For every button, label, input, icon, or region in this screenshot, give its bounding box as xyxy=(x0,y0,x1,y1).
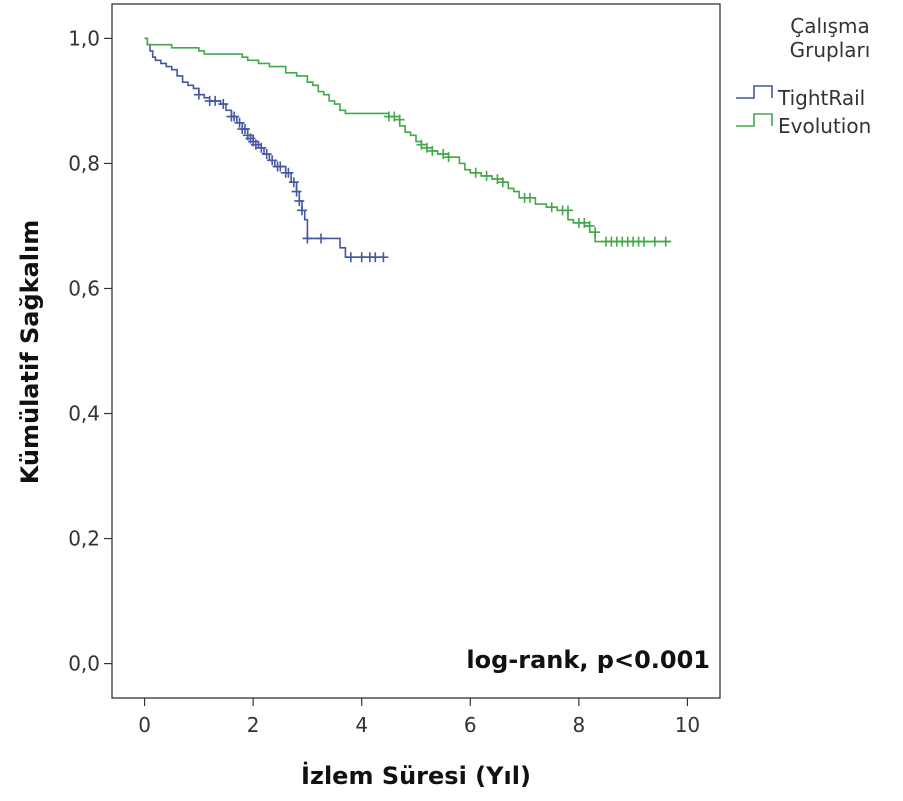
y-tick-label: 0,2 xyxy=(68,527,100,551)
censor-mark xyxy=(218,99,229,110)
censor-mark xyxy=(210,95,221,106)
censor-mark xyxy=(378,252,389,263)
y-tick-label: 0,6 xyxy=(68,276,100,300)
censor-mark xyxy=(481,170,492,181)
series-layer xyxy=(144,37,672,263)
censor-mark xyxy=(283,167,294,178)
censor-mark xyxy=(492,174,503,185)
censor-mark xyxy=(649,236,660,247)
plot-frame xyxy=(111,3,721,699)
series-evolution xyxy=(144,37,672,247)
legend-item-evolution: Evolution xyxy=(736,113,871,138)
x-tick-label: 2 xyxy=(247,713,260,737)
censor-mark xyxy=(250,139,261,150)
censor-mark xyxy=(256,142,267,153)
legend: Çalışma Grupları TightRail Evolution xyxy=(736,14,871,138)
censor-mark xyxy=(470,167,481,178)
censor-mark xyxy=(234,117,245,128)
y-tick-label: 0,0 xyxy=(68,652,100,676)
censor-mark xyxy=(525,192,535,203)
censor-mark xyxy=(229,111,240,122)
legend-swatch xyxy=(736,85,773,99)
censor-mark xyxy=(267,155,278,166)
x-tick-label: 4 xyxy=(355,713,368,737)
x-tick-label: 8 xyxy=(572,713,585,737)
legend-label: Evolution xyxy=(778,114,871,138)
censor-mark xyxy=(302,233,313,244)
legend-items: TightRail Evolution xyxy=(736,85,871,138)
censor-mark xyxy=(297,205,307,216)
censor-mark xyxy=(546,202,557,213)
x-tick-label: 6 xyxy=(464,713,477,737)
censor-mark xyxy=(394,114,405,125)
censor-mark xyxy=(427,145,438,156)
censor-mark xyxy=(443,152,454,163)
censor-mark xyxy=(416,139,427,150)
y-tick-label: 0,4 xyxy=(68,402,100,426)
y-tick-label: 1,0 xyxy=(68,26,100,50)
censor-mark xyxy=(345,252,356,263)
censor-mark xyxy=(438,149,449,160)
censor-mark xyxy=(590,227,601,238)
y-axis-title: Kümülatif Sağkalım xyxy=(16,220,44,485)
x-axis-title: İzlem Süresi (Yıl) xyxy=(301,761,531,790)
x-tick-label: 0 xyxy=(138,713,151,737)
legend-item-tightrail: TightRail xyxy=(736,85,865,110)
censor-mark xyxy=(275,161,286,172)
legend-title: Çalışma xyxy=(790,14,870,38)
censor-mark xyxy=(563,205,573,216)
legend-swatch xyxy=(736,113,773,127)
legend-title-line-2: Grupları xyxy=(790,38,871,62)
series-line xyxy=(144,37,672,243)
x-tick-label: 10 xyxy=(675,713,700,737)
x-axis: 0 2 4 6 8 10 xyxy=(138,698,700,737)
censor-mark xyxy=(421,142,432,153)
censor-mark xyxy=(261,149,272,160)
censor-mark xyxy=(240,124,250,135)
y-tick-label: 0,8 xyxy=(68,151,100,175)
censor-mark xyxy=(497,177,508,188)
censor-mark xyxy=(389,111,400,122)
censor-mark xyxy=(291,186,302,197)
censor-mark xyxy=(294,195,305,206)
censor-mark xyxy=(316,233,326,244)
y-axis: 0,0 0,2 0,4 0,6 0,8 1,0 xyxy=(68,26,112,676)
series-tightrail xyxy=(144,37,389,263)
censor-mark xyxy=(584,220,595,231)
censor-mark xyxy=(193,89,204,100)
censor-mark xyxy=(579,217,590,228)
annotation-logrank: log-rank, p<0.001 xyxy=(466,646,710,674)
censor-mark xyxy=(639,236,649,247)
censor-mark xyxy=(660,236,671,247)
censor-mark xyxy=(288,177,299,188)
legend-label: TightRail xyxy=(777,86,865,110)
